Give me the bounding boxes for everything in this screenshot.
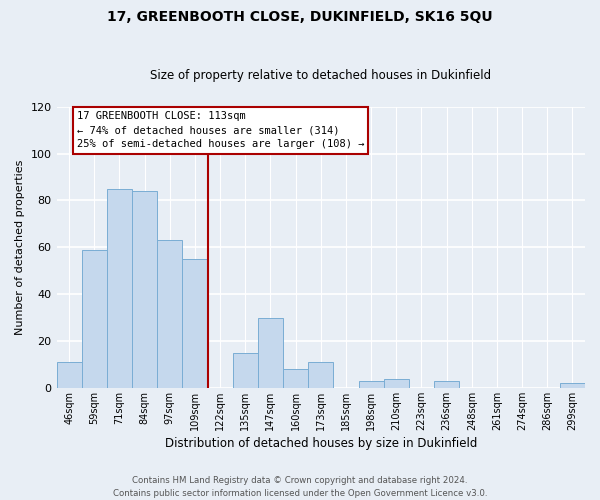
X-axis label: Distribution of detached houses by size in Dukinfield: Distribution of detached houses by size …	[164, 437, 477, 450]
Bar	[182, 259, 208, 388]
Bar	[132, 191, 157, 388]
Bar	[258, 318, 283, 388]
Bar	[560, 383, 585, 388]
Bar	[359, 381, 383, 388]
Bar	[56, 362, 82, 388]
Title: Size of property relative to detached houses in Dukinfield: Size of property relative to detached ho…	[150, 69, 491, 82]
Text: Contains HM Land Registry data © Crown copyright and database right 2024.
Contai: Contains HM Land Registry data © Crown c…	[113, 476, 487, 498]
Bar	[434, 381, 459, 388]
Text: 17 GREENBOOTH CLOSE: 113sqm
← 74% of detached houses are smaller (314)
25% of se: 17 GREENBOOTH CLOSE: 113sqm ← 74% of det…	[77, 112, 364, 150]
Bar	[233, 353, 258, 388]
Text: 17, GREENBOOTH CLOSE, DUKINFIELD, SK16 5QU: 17, GREENBOOTH CLOSE, DUKINFIELD, SK16 5…	[107, 10, 493, 24]
Bar	[107, 189, 132, 388]
Bar	[157, 240, 182, 388]
Y-axis label: Number of detached properties: Number of detached properties	[15, 160, 25, 335]
Bar	[308, 362, 334, 388]
Bar	[82, 250, 107, 388]
Bar	[283, 369, 308, 388]
Bar	[383, 378, 409, 388]
